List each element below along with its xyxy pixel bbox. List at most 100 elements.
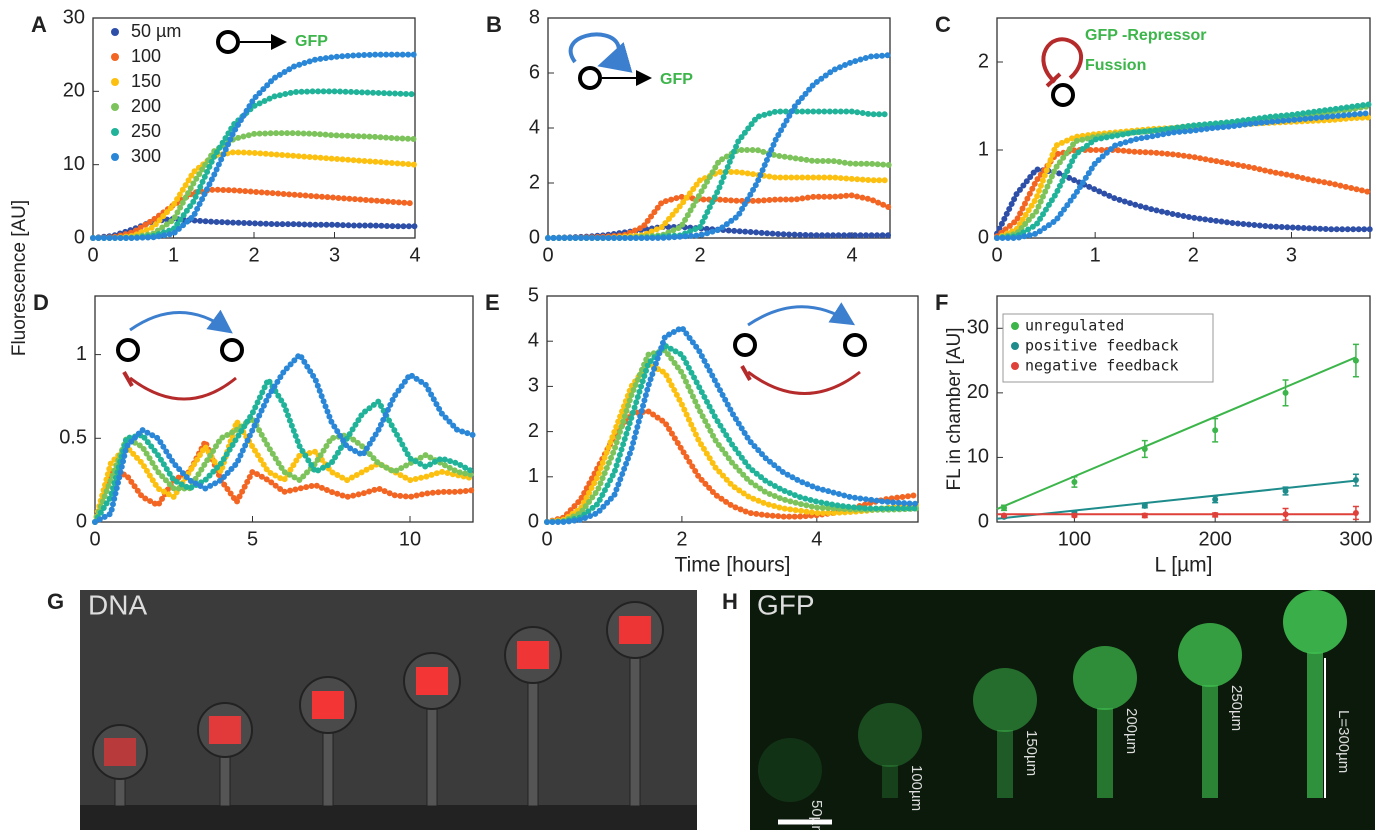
legend-marker [111, 78, 119, 86]
series-line [92, 434, 476, 525]
y-tick-label: 2 [978, 50, 989, 72]
y-tick-label: 1 [76, 343, 87, 365]
legend-label: 300 [131, 146, 161, 166]
chamber-stem [114, 776, 126, 807]
y-tick-label: 0 [528, 510, 539, 532]
chamber-stem [527, 680, 539, 807]
point [1352, 357, 1359, 364]
series-line [994, 147, 1373, 240]
chamber [758, 738, 822, 802]
x-tick-label: 5 [247, 528, 258, 550]
series-line [92, 414, 476, 525]
x-tick-label: 2 [248, 244, 259, 266]
length-label: 200µm [1123, 708, 1140, 754]
y-tick-label: 1 [528, 465, 539, 487]
point [1141, 446, 1148, 453]
series-line [544, 323, 921, 525]
y-axis-label: Fluorescence [AU] [9, 200, 30, 356]
point [1001, 504, 1008, 511]
image-label: DNA [88, 589, 147, 620]
y-tick-label: 0.5 [59, 427, 87, 449]
y-axis-label: FL in chamber [AU] [944, 328, 965, 491]
series-line [92, 373, 476, 525]
y-tick-label: 0 [978, 226, 989, 248]
point [1141, 502, 1148, 509]
x-axis-label: L [µm] [1155, 554, 1213, 577]
point [1212, 511, 1219, 518]
legend-label: 200 [131, 96, 161, 116]
dna-spot [209, 716, 241, 744]
point [1071, 478, 1078, 485]
y-tick-label: 4 [528, 329, 539, 351]
chamber-stem [1202, 685, 1218, 798]
x-tick-label: 4 [811, 528, 822, 550]
point [1071, 512, 1078, 519]
legend-label: positive feedback [1025, 337, 1179, 355]
x-tick-label: 0 [991, 244, 1002, 266]
dna-spot [517, 641, 549, 669]
x-tick-label: 0 [542, 244, 553, 266]
y-tick-label: 30 [967, 317, 989, 339]
gfp-image [750, 590, 1375, 830]
plot-frame [996, 295, 1371, 523]
chamber [1178, 623, 1242, 687]
legend-marker [111, 28, 119, 36]
y-tick-label: 5 [528, 284, 539, 306]
plot-frame [546, 295, 919, 523]
legend-marker [1011, 322, 1019, 330]
channel [80, 805, 697, 830]
y-tick-label: 6 [529, 61, 540, 83]
point [1001, 512, 1008, 519]
series-line [994, 110, 1373, 241]
y-tick-label: 0 [76, 510, 87, 532]
x-tick-label: 1 [168, 244, 179, 266]
length-label: 50µm [808, 800, 825, 830]
point [1282, 389, 1289, 396]
y-tick-label: 20 [967, 381, 989, 403]
series-line [544, 341, 921, 525]
x-tick-label: 200 [1198, 528, 1231, 550]
chamber-stem [219, 754, 231, 807]
dna-spot [619, 616, 651, 644]
point [1352, 477, 1359, 484]
trend-line [996, 356, 1357, 511]
y-tick-label: 8 [529, 6, 540, 28]
trend-line [996, 479, 1357, 520]
y-tick-label: 30 [63, 6, 85, 28]
series-line [92, 349, 476, 525]
dna-image [80, 590, 697, 830]
x-tick-label: 1 [1090, 244, 1101, 266]
series-line [90, 149, 418, 241]
annotation: GFP [660, 71, 693, 88]
y-tick-label: 2 [528, 420, 539, 442]
point [1282, 511, 1289, 518]
panel-letter: C [935, 12, 951, 37]
legend-marker [111, 128, 119, 136]
series-line [545, 52, 893, 241]
chamber-stem [882, 765, 898, 798]
x-tick-label: 3 [329, 244, 340, 266]
circuit-icons [116, 30, 1084, 401]
y-tick-label: 1 [978, 138, 989, 160]
x-tick-label: 3 [1286, 244, 1297, 266]
point [1282, 488, 1289, 495]
series-line [90, 186, 418, 241]
length-label: 150µm [1023, 730, 1040, 776]
annotation: GFP -Repressor [1085, 27, 1207, 44]
y-tick-label: 3 [528, 375, 539, 397]
panel-letter: H [722, 589, 738, 614]
y-tick-label: 10 [63, 153, 85, 175]
legend-marker [111, 103, 119, 111]
chamber-stem [1097, 708, 1113, 798]
x-tick-label: 2 [694, 244, 705, 266]
legend-label: 150 [131, 71, 161, 91]
dna-spot [104, 738, 136, 766]
legend-marker [1011, 342, 1019, 350]
x-tick-label: 100 [1058, 528, 1091, 550]
x-tick-label: 0 [541, 528, 552, 550]
point [1212, 427, 1219, 434]
plot-frame [547, 17, 891, 239]
legend-label: unregulated [1025, 317, 1124, 335]
chamber [1073, 646, 1137, 710]
